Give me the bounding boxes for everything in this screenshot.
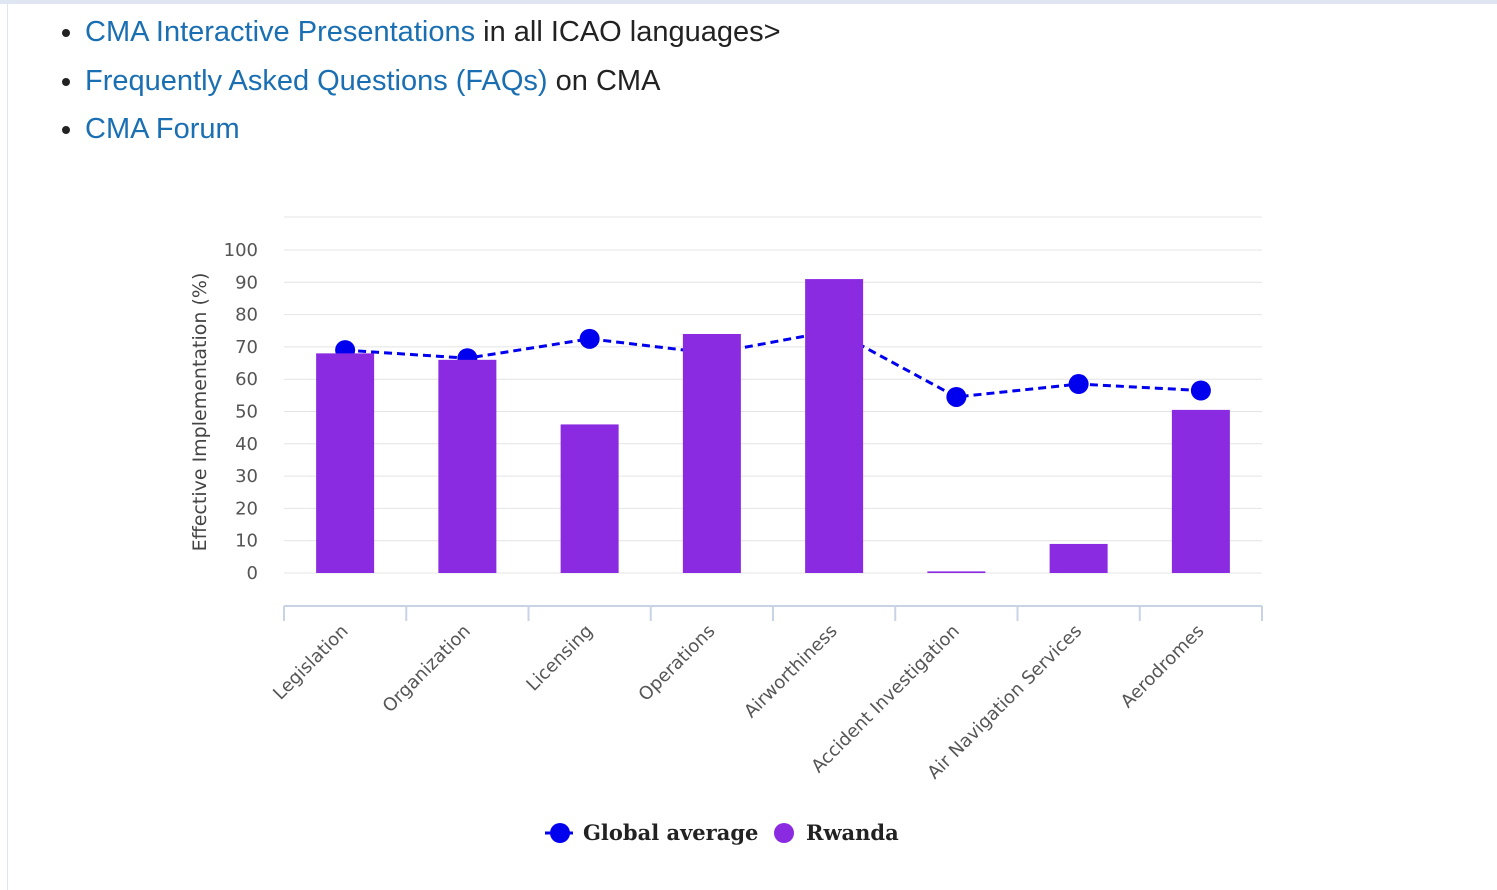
bar	[438, 359, 497, 573]
legend-marker	[774, 823, 794, 843]
x-tick-label: Airworthiness	[740, 621, 842, 723]
x-tick-label: Legislation	[269, 621, 353, 705]
x-tick-label: Aerodromes	[1117, 621, 1209, 713]
legend-marker	[550, 823, 570, 843]
y-tick-label: 60	[235, 369, 258, 390]
list-item: Frequently Asked Questions (FAQs) on CMA	[85, 57, 781, 106]
link-suffix-text: on CMA	[547, 64, 661, 97]
cma-presentations-link[interactable]: CMA Interactive Presentations	[85, 16, 476, 48]
resource-links-list: CMA Interactive Presentations in all ICA…	[45, 8, 781, 154]
cma-forum-link[interactable]: CMA Forum	[85, 113, 240, 145]
x-axis: Legislation Organization Licensing Operatio…	[269, 605, 1263, 783]
left-border	[7, 4, 8, 890]
top-border	[0, 0, 1497, 4]
cma-faq-link[interactable]: Frequently Asked Questions (FAQs)	[85, 64, 548, 97]
y-tick-label: 30	[235, 466, 258, 487]
bar	[560, 424, 619, 573]
bar	[1049, 543, 1108, 573]
y-tick-label: 0	[247, 563, 258, 584]
y-tick-label: 10	[235, 531, 258, 552]
y-tick-label: 40	[235, 434, 258, 455]
y-axis-title: Effective Implementation (%)	[189, 273, 211, 552]
y-tick-label: 70	[235, 337, 258, 358]
y-tick-label: 80	[235, 305, 258, 326]
legend-label: Rwanda	[806, 820, 899, 845]
grid-lines	[284, 216, 1262, 574]
bar	[1171, 409, 1230, 573]
legend: Global average Rwanda	[545, 820, 899, 845]
bar	[805, 279, 864, 573]
y-axis-ticks: 0 10 20 30 40 50 60 70 80 90 100	[224, 240, 258, 584]
legend-label: Global average	[583, 820, 758, 845]
data-point	[946, 386, 967, 407]
data-point	[1068, 374, 1089, 395]
list-item: CMA Interactive Presentations in all ICA…	[85, 8, 781, 57]
bar	[682, 333, 741, 573]
bars	[316, 279, 1230, 573]
list-item: CMA Forum	[85, 105, 781, 154]
data-point	[1190, 380, 1211, 401]
x-tick-label: Operations	[635, 621, 720, 706]
global-average-path	[345, 329, 1201, 399]
bar	[316, 353, 375, 573]
x-tick-label: Licensing	[522, 621, 597, 696]
y-tick-label: 100	[224, 240, 258, 261]
y-tick-label: 90	[235, 272, 258, 293]
y-tick-label: 20	[235, 498, 258, 519]
link-suffix-text: in all ICAO languages>	[475, 16, 781, 48]
bar	[927, 571, 986, 573]
data-point	[579, 328, 600, 349]
x-tick-label: Organization	[379, 621, 475, 717]
y-tick-label: 50	[235, 402, 258, 423]
